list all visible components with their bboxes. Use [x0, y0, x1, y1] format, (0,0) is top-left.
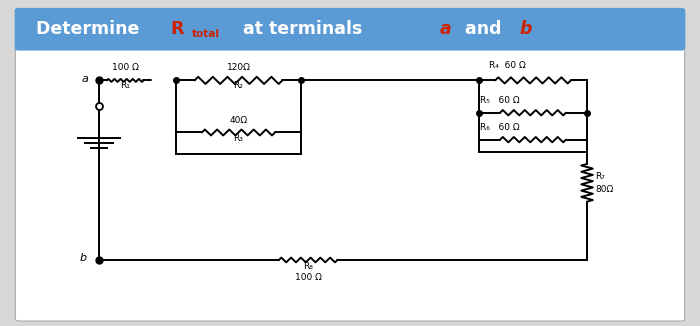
Text: a: a — [439, 21, 451, 38]
Text: R₂: R₂ — [234, 82, 244, 91]
Text: R₁: R₁ — [120, 82, 130, 91]
Text: R₇: R₇ — [596, 172, 605, 181]
Text: R: R — [170, 21, 183, 38]
Text: R₆   60 Ω: R₆ 60 Ω — [480, 124, 520, 132]
Text: 100 Ω: 100 Ω — [112, 64, 139, 72]
FancyBboxPatch shape — [15, 8, 685, 50]
Text: 100 Ω: 100 Ω — [295, 273, 321, 282]
Text: 40Ω: 40Ω — [230, 116, 248, 125]
Text: at terminals: at terminals — [237, 21, 368, 38]
Text: 120Ω: 120Ω — [227, 64, 251, 72]
FancyBboxPatch shape — [15, 49, 685, 321]
Text: and: and — [458, 21, 507, 38]
Text: b: b — [519, 21, 532, 38]
Text: 80Ω: 80Ω — [596, 185, 614, 194]
Text: R₈: R₈ — [303, 262, 313, 271]
Text: Determine: Determine — [36, 21, 146, 38]
Text: a: a — [82, 74, 88, 83]
Text: b: b — [79, 253, 86, 263]
Text: total: total — [192, 29, 220, 39]
Text: R₅   60 Ω: R₅ 60 Ω — [480, 96, 520, 105]
Text: R₃: R₃ — [234, 134, 244, 143]
Text: R₄  60 Ω: R₄ 60 Ω — [489, 61, 526, 70]
